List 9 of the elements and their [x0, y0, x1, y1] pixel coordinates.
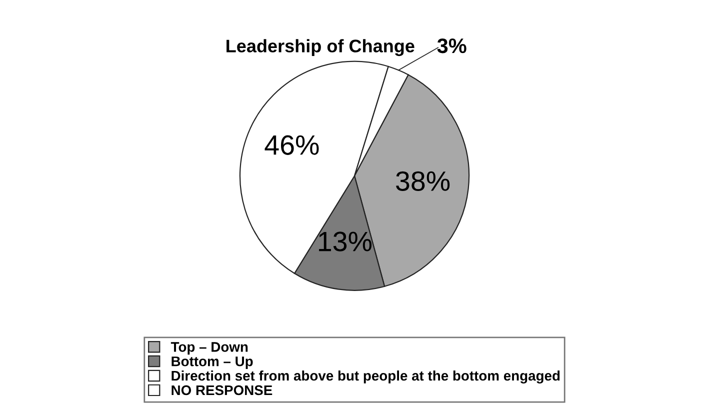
legend-label: Bottom – Up — [172, 356, 253, 370]
data-label: 46% — [264, 135, 319, 155]
legend-label: NO RESPONSE — [172, 385, 272, 396]
legend-label: Direction set from above but people at the bottom engaged — [172, 370, 560, 384]
data-label: 38% — [396, 171, 450, 191]
data-label: 3% — [437, 38, 466, 54]
data-label: 13% — [319, 232, 372, 252]
chart-title: Leadership of Change — [226, 39, 414, 56]
legend-label: Top – Down — [170, 342, 248, 355]
